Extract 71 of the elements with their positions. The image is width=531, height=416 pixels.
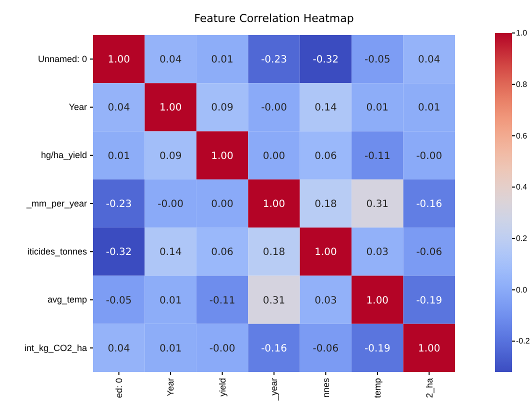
data-label: 0.06 xyxy=(314,150,337,162)
x-tick-label: 2_ha xyxy=(424,378,434,398)
y-tick-label: Unnamed: 0 xyxy=(38,54,87,64)
color-bar-label: 0.8 xyxy=(516,80,528,89)
data-label: 0.04 xyxy=(108,343,130,354)
data-label: -0.00 xyxy=(158,199,184,210)
color-bar-label: 0.4 xyxy=(516,182,528,192)
data-label: -0.06 xyxy=(416,247,442,258)
data-label: 1.00 xyxy=(366,295,389,306)
data-label: 0.00 xyxy=(211,199,234,210)
data-label: 0.14 xyxy=(314,102,337,114)
data-label: -0.06 xyxy=(312,343,339,354)
data-label: 1.00 xyxy=(159,102,182,114)
data-label: 0.04 xyxy=(418,54,440,66)
data-label: 0.06 xyxy=(211,247,234,258)
x-tick-label: ed: 0 xyxy=(114,378,124,398)
data-label: 0.03 xyxy=(366,247,389,258)
data-label: 1.00 xyxy=(314,247,337,258)
data-label: -0.05 xyxy=(364,54,390,66)
data-label: -0.11 xyxy=(209,295,236,306)
data-label: -0.19 xyxy=(364,343,390,354)
y-tick-label: int_kg_CO2_ha xyxy=(24,342,87,353)
chart-title: Feature Correlation Heatmap xyxy=(194,12,354,25)
data-label: 0.03 xyxy=(314,295,337,306)
data-label: 1.00 xyxy=(211,150,234,162)
x-tick-label: _year xyxy=(269,378,280,402)
color-bar-label: 0.6 xyxy=(516,131,528,140)
x-tick-label: nnes xyxy=(320,378,331,398)
y-tick-label: hg/ha_yield xyxy=(40,150,87,160)
data-label: -0.19 xyxy=(416,295,442,306)
data-label: 0.09 xyxy=(211,102,234,114)
data-label: 0.09 xyxy=(159,150,182,162)
color-bar-label: 0.0 xyxy=(516,285,528,294)
data-label: 0.00 xyxy=(262,150,286,162)
x-tick-label: Year xyxy=(166,378,176,396)
data-label: -0.23 xyxy=(261,54,287,66)
data-label: 0.01 xyxy=(211,54,234,66)
data-label: 0.01 xyxy=(366,102,389,114)
data-label: 0.04 xyxy=(159,54,182,66)
data-label: -0.32 xyxy=(106,247,132,258)
y-tick-label: iticides_tonnes xyxy=(27,246,88,257)
color-bar-label: 1.0 xyxy=(516,28,528,38)
data-label: 0.01 xyxy=(108,150,130,162)
x-tick-label: yield xyxy=(217,378,228,397)
data-label: 0.31 xyxy=(366,199,389,210)
y-tick-label: _mm_per_year xyxy=(25,198,87,208)
data-label: -0.23 xyxy=(106,199,132,210)
color-bar-label: 0.2 xyxy=(516,234,528,244)
data-label: 0.01 xyxy=(418,102,440,114)
data-label: 0.18 xyxy=(314,199,337,210)
data-label: 1.00 xyxy=(108,54,130,66)
data-label: -0.00 xyxy=(416,150,442,162)
data-label: 0.01 xyxy=(159,343,182,354)
color-bar-label: -0.2 xyxy=(516,336,530,346)
y-tick-label: avg_temp xyxy=(47,294,87,305)
data-label: 1.00 xyxy=(262,199,286,210)
x-tick-label: temp xyxy=(372,378,383,398)
data-label: -0.11 xyxy=(364,150,390,162)
data-label: -0.32 xyxy=(312,54,339,66)
data-label: 0.14 xyxy=(159,247,182,258)
data-label: 0.31 xyxy=(262,295,286,306)
data-label: 0.04 xyxy=(108,102,130,114)
y-tick-label: Year xyxy=(68,102,87,112)
data-label: 0.01 xyxy=(159,295,182,306)
data-label: -0.16 xyxy=(416,199,442,210)
data-label: -0.00 xyxy=(261,102,287,114)
data-label: -0.00 xyxy=(209,343,236,354)
data-label: 0.18 xyxy=(262,247,286,258)
data-label: -0.05 xyxy=(106,295,132,306)
data-label: -0.16 xyxy=(261,343,287,354)
data-label: 1.00 xyxy=(418,343,440,354)
